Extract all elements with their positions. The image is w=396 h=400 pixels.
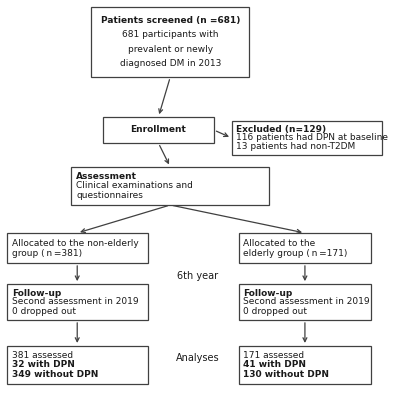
Text: 41 with DPN: 41 with DPN bbox=[243, 360, 307, 369]
Text: 6th year: 6th year bbox=[177, 271, 219, 281]
Text: 171 assessed: 171 assessed bbox=[243, 351, 305, 360]
Text: Enrollment: Enrollment bbox=[130, 126, 187, 134]
FancyBboxPatch shape bbox=[238, 233, 371, 263]
Text: 130 without DPN: 130 without DPN bbox=[243, 370, 329, 379]
FancyBboxPatch shape bbox=[238, 346, 371, 384]
Text: 681 participants with: 681 participants with bbox=[122, 30, 219, 40]
Text: Excluded (n=129): Excluded (n=129) bbox=[236, 125, 327, 134]
Text: 381 assessed: 381 assessed bbox=[12, 351, 73, 360]
Text: Patients screened (n =681): Patients screened (n =681) bbox=[101, 16, 240, 26]
FancyBboxPatch shape bbox=[7, 233, 147, 263]
Text: 0 dropped out: 0 dropped out bbox=[243, 306, 307, 316]
Text: 116 patients had DPN at baseline: 116 patients had DPN at baseline bbox=[236, 134, 388, 142]
FancyBboxPatch shape bbox=[7, 346, 147, 384]
Text: 13 patients had non-T2DM: 13 patients had non-T2DM bbox=[236, 142, 356, 151]
Text: Analyses: Analyses bbox=[176, 353, 220, 363]
Text: elderly group ( n =171): elderly group ( n =171) bbox=[243, 248, 348, 258]
Text: Assessment: Assessment bbox=[76, 172, 137, 181]
FancyBboxPatch shape bbox=[7, 284, 147, 320]
Text: 0 dropped out: 0 dropped out bbox=[12, 306, 76, 316]
Text: Clinical examinations and: Clinical examinations and bbox=[76, 182, 193, 190]
Text: questionnaires: questionnaires bbox=[76, 191, 143, 200]
Text: 32 with DPN: 32 with DPN bbox=[12, 360, 74, 369]
FancyBboxPatch shape bbox=[103, 117, 214, 143]
Text: group ( n =381): group ( n =381) bbox=[12, 248, 82, 258]
FancyBboxPatch shape bbox=[71, 167, 269, 205]
Text: Follow-up: Follow-up bbox=[243, 288, 293, 298]
Text: Allocated to the: Allocated to the bbox=[243, 238, 316, 248]
Text: prevalent or newly: prevalent or newly bbox=[128, 44, 213, 54]
Text: diagnosed DM in 2013: diagnosed DM in 2013 bbox=[120, 58, 221, 68]
FancyBboxPatch shape bbox=[91, 7, 249, 77]
Text: Second assessment in 2019: Second assessment in 2019 bbox=[12, 298, 138, 306]
Text: Follow-up: Follow-up bbox=[12, 288, 61, 298]
Text: Second assessment in 2019: Second assessment in 2019 bbox=[243, 298, 370, 306]
FancyBboxPatch shape bbox=[232, 121, 382, 155]
FancyBboxPatch shape bbox=[238, 284, 371, 320]
Text: 349 without DPN: 349 without DPN bbox=[12, 370, 98, 379]
Text: Allocated to the non-elderly: Allocated to the non-elderly bbox=[12, 238, 139, 248]
